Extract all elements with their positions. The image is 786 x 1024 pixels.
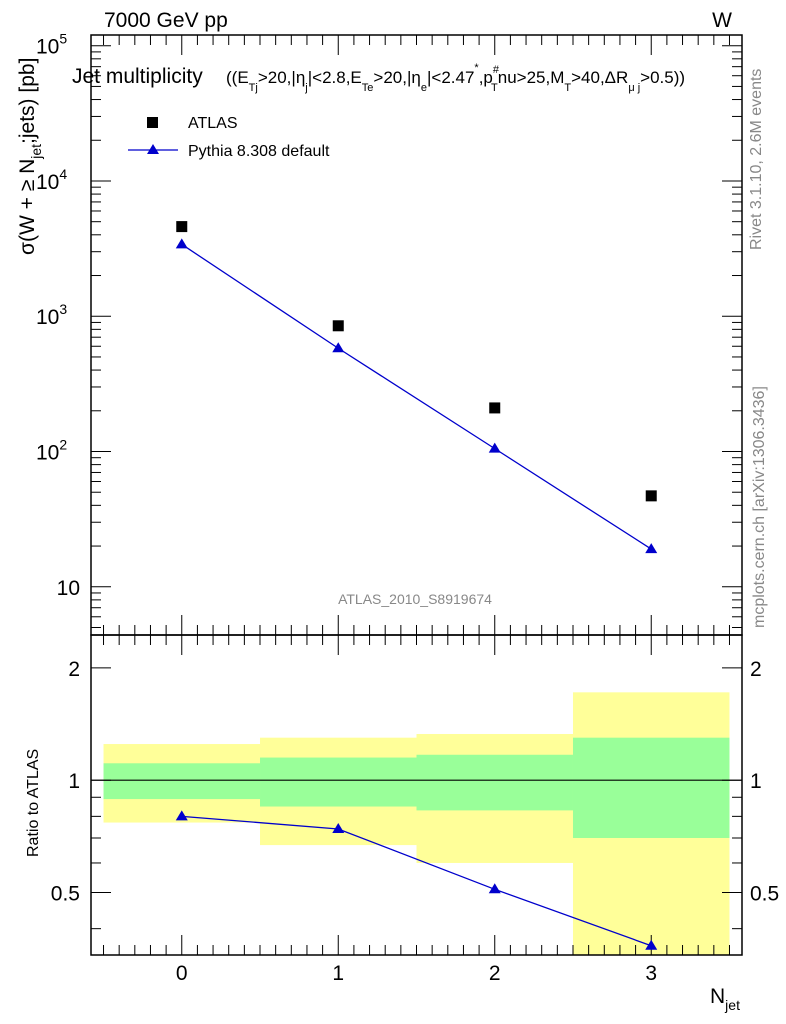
atlas-point [332, 320, 344, 332]
energy-label: 7000 GeV pp [104, 9, 228, 32]
process-label: W [712, 9, 732, 32]
ratio-band-inner-1 [260, 757, 417, 807]
ratio-band-inner-0 [103, 763, 261, 800]
ratio-ytick-label-left: 1 [68, 770, 80, 793]
plot-title-main: Jet multiplicity [72, 65, 203, 88]
ratio-bands [103, 692, 730, 955]
plot-title: Jet multiplicity ((ETj>20,|ηj|<2.8,ETe>2… [72, 62, 685, 94]
ratio-ytick-label-right: 0.5 [750, 883, 779, 906]
ratio-mc-line [181, 815, 652, 947]
mc-point [332, 342, 345, 353]
atlas-point [645, 490, 657, 502]
xtick-label: 2 [489, 962, 501, 985]
xtick-label: 0 [176, 962, 188, 985]
ratio-mc-point [175, 810, 188, 821]
main-ytick-label: 10 [57, 577, 80, 600]
mc-line [181, 243, 652, 550]
atlas-point [176, 221, 188, 233]
mc-point [645, 543, 658, 554]
main-ytick-label: 105 [36, 31, 67, 59]
ratio-band-inner-2 [416, 754, 573, 811]
legend-data-label: ATLAS [188, 115, 238, 132]
ratio-mc-point [332, 822, 345, 833]
ylabel-main: σ(W + ≥ Njet;jets) [pb] [16, 58, 44, 255]
chart-marks [175, 221, 658, 950]
main-ytick-label: 102 [36, 437, 67, 465]
tick-labels: 10 102 103 104 105 0.5 0.5 1 1 2 2 0 1 2 3 [36, 31, 779, 985]
legend-data-marker [147, 117, 158, 128]
ratio-ytick-label-left: 0.5 [51, 883, 80, 906]
ratio-ytick-label-right: 1 [750, 770, 762, 793]
legend-mc-marker [147, 144, 159, 154]
ratio-mc-point [645, 939, 658, 950]
mc-point [175, 238, 188, 249]
ratio-ytick-label-right: 2 [750, 658, 762, 681]
atlas-point [489, 402, 501, 414]
ylabel-ratio: Ratio to ATLAS [25, 749, 42, 857]
ratio-mc-point [488, 883, 501, 894]
main-ytick-label: 103 [36, 301, 67, 329]
rivet-label: Rivet 3.1.10, 2.6M events [748, 69, 765, 250]
ratio-frame [90, 634, 743, 956]
xtick-label: 1 [332, 962, 344, 985]
ratio-band-inner-3 [572, 737, 730, 838]
axis-ticks [91, 35, 742, 955]
main-ytick-label: 104 [36, 166, 67, 194]
xlabel: Njet [710, 985, 740, 1013]
legend: ATLAS Pythia 8.308 default [128, 115, 330, 160]
ratio-ytick-label-left: 2 [68, 658, 80, 681]
mcplots-label: mcplots.cern.ch [arXiv:1306.3436] [751, 386, 768, 628]
mc-point [488, 442, 501, 453]
xtick-label: 3 [645, 962, 657, 985]
legend-mc-label: Pythia 8.308 default [188, 143, 330, 160]
plot-title-cuts: ((ETj>20,|ηj|<2.8,ETe>20,|ηe|<2.47*,p# Tn… [226, 62, 685, 94]
analysis-label: ATLAS_2010_S8919674 [338, 591, 492, 607]
